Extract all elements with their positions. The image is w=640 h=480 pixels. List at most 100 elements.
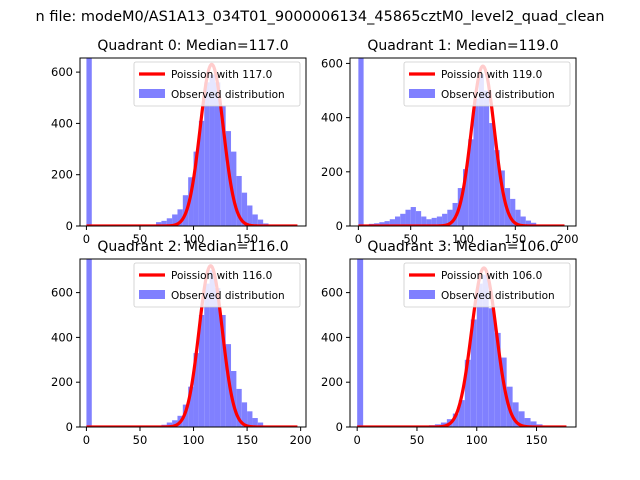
quadrant-0-bar-7 <box>188 177 194 226</box>
quadrant-1-bar-6 <box>389 219 395 226</box>
quadrant-2-bar-15 <box>236 388 242 427</box>
quadrant-1-bar-29 <box>510 198 516 226</box>
quadrant-1-ytick-label-1: 200 <box>321 165 343 179</box>
quadrant-0-bar-15 <box>231 151 237 226</box>
quadrant-2-legend-hist-swatch <box>139 290 165 299</box>
quadrant-0-xtick-label-0: 0 <box>83 232 90 246</box>
quadrant-0-ytick-label-3: 600 <box>51 65 73 79</box>
quadrant-3-ytick-label-3: 600 <box>321 286 343 300</box>
quadrant-0-bar-1 <box>156 222 162 226</box>
quadrant-3-xtick-label-0: 0 <box>354 433 361 447</box>
quadrant-0-xtick-label-3: 150 <box>236 232 258 246</box>
quadrant-0-title: Quadrant 0: Median=117.0 <box>97 38 288 54</box>
quadrant-3-bar-8 <box>470 319 477 427</box>
quadrant-0-chart: 0 50 100 150 0 200 400 600 Quadrant 0: Median=11… <box>51 38 307 246</box>
quadrant-2-bar-18 <box>252 418 258 427</box>
quadrant-0-bar-13 <box>220 105 226 226</box>
quadrant-0-bar-12 <box>214 82 221 226</box>
quadrant-0-bar-11 <box>209 74 215 226</box>
quadrant-2-bar-11 <box>214 288 221 427</box>
quadrant-panels: 0 50 100 150 0 200 400 600 Quadrant 0: Median=11… <box>51 38 579 447</box>
quadrant-0-xtick-label-2: 100 <box>183 232 205 246</box>
quadrant-2-bar-0 <box>86 259 92 427</box>
quadrant-0-bar-20 <box>257 219 264 226</box>
quadrant-1-bar-0 <box>358 58 364 226</box>
quadrant-2-ytick-label-0: 0 <box>66 420 73 434</box>
quadrant-0-bar-18 <box>247 205 253 226</box>
quadrant-2-xtick-label-1: 50 <box>133 433 148 447</box>
quadrant-3-bar-10 <box>482 274 489 427</box>
quadrant-0-xtick-label-1: 50 <box>133 232 148 246</box>
quadrant-1-bar-23 <box>478 74 484 226</box>
quadrant-3-bar-7 <box>464 359 471 427</box>
quadrant-1-bar-22 <box>473 98 479 226</box>
quadrant-2-ytick-label-2: 400 <box>51 330 73 344</box>
quadrant-2-legend-hist-label: Observed distribution <box>171 290 285 302</box>
quadrant-0-legend: Poission with 117.0 Observed distribution <box>133 61 301 107</box>
quadrant-2-bar-10 <box>209 270 215 427</box>
quadrant-2-bar-16 <box>241 402 248 427</box>
quadrant-1-ytick-label-3: 600 <box>321 56 343 70</box>
quadrant-3-bar-16 <box>518 411 525 427</box>
quadrant-3-bar-12 <box>494 332 501 427</box>
quadrant-1-xtick-label-1: 50 <box>403 232 418 246</box>
quadrant-1-bar-14 <box>431 217 437 226</box>
quadrant-1-bar-31 <box>520 216 526 226</box>
quadrant-2-bar-6 <box>188 386 194 427</box>
quadrant-2-xtick-label-2: 100 <box>183 433 205 447</box>
quadrant-1-bar-10 <box>410 207 416 226</box>
quadrant-2-xtick-label-3: 150 <box>236 433 258 447</box>
quadrant-1-chart: 0 50 100 150 200 0 200 400 600 Quadrant 1: Median… <box>321 38 579 246</box>
quadrant-0-ytick-label-2: 400 <box>51 116 73 130</box>
quadrant-2-legend-box <box>133 262 301 308</box>
quadrant-1-legend: Poission with 119.0 Observed distribution <box>403 61 571 107</box>
quadrant-0-ytick-label-0: 0 <box>66 219 73 233</box>
quadrant-2-legend: Poission with 116.0 Observed distribution <box>133 262 301 308</box>
quadrant-0-plot-area <box>85 58 299 226</box>
quadrant-0-legend-hist-label: Observed distribution <box>171 89 285 101</box>
quadrant-2-bar-8 <box>198 315 205 427</box>
quadrant-0-bar-10 <box>204 82 210 226</box>
quadrant-1-title: Quadrant 1: Median=119.0 <box>367 38 558 54</box>
quadrant-3-bar-6 <box>458 400 465 427</box>
quadrant-1-bar-11 <box>415 211 422 226</box>
quadrant-1-bar-7 <box>394 216 401 226</box>
quadrant-1-legend-line-label: Poission with 119.0 <box>441 69 542 81</box>
quadrant-0-legend-hist-swatch <box>139 89 165 98</box>
quadrant-2-bar-2 <box>166 422 173 427</box>
quadrant-1-bar-25 <box>489 123 495 226</box>
quadrant-1-bar-16 <box>442 213 448 226</box>
quadrant-1-bar-24 <box>483 90 490 226</box>
quadrant-1-bar-27 <box>499 170 505 226</box>
quadrant-1-bar-20 <box>463 169 469 226</box>
quadrant-1-bar-26 <box>494 150 500 226</box>
quadrant-2-bar-3 <box>172 420 178 427</box>
quadrant-1-legend-hist-label: Observed distribution <box>441 89 555 101</box>
quadrant-1-bar-9 <box>405 209 411 226</box>
quadrant-0-bar-5 <box>177 209 183 226</box>
quadrant-3-legend-box <box>403 262 571 308</box>
quadrant-2-ytick-label-3: 600 <box>51 286 73 300</box>
quadrant-1-legend-box <box>403 61 571 107</box>
quadrant-0-ytick-label-1: 200 <box>51 168 73 182</box>
quadrant-1-xtick-label-0: 0 <box>355 232 362 246</box>
quadrant-2-bar-9 <box>204 283 210 427</box>
quadrant-3-title: Quadrant 3: Median=106.0 <box>367 239 558 255</box>
quadrant-0-legend-box <box>133 61 301 107</box>
quadrant-3-bar-0 <box>357 259 364 427</box>
quadrant-2-chart: 0 50 100 150 200 0 200 400 600 Quadrant 2: Median… <box>51 239 312 447</box>
quadrant-1-bar-32 <box>525 220 532 226</box>
quadrant-1-bar-15 <box>436 216 443 226</box>
quadrant-0-axes-frame <box>79 57 307 227</box>
quadrant-3-xtick-label-2: 100 <box>466 433 488 447</box>
quadrant-2-axes-frame <box>79 258 307 428</box>
quadrant-2-bar-7 <box>193 353 199 427</box>
quadrant-1-bar-13 <box>426 219 432 226</box>
quadrant-3-legend: Poission with 106.0 Observed distribution <box>403 262 571 308</box>
quadrant-3-ytick-label-2: 400 <box>321 330 343 344</box>
quadrant-0-bar-19 <box>252 214 258 226</box>
quadrant-2-bar-12 <box>220 315 226 427</box>
quadrant-0-bar-17 <box>241 192 248 226</box>
quadrant-1-bar-12 <box>421 216 427 226</box>
